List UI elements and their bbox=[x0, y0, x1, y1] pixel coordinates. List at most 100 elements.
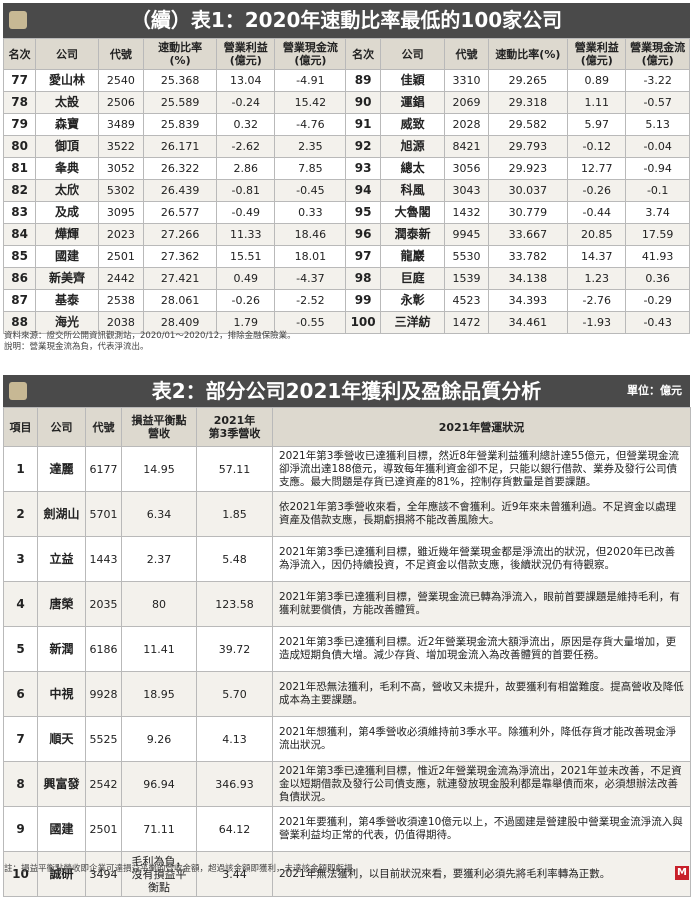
table1-cell: 太欣 bbox=[35, 179, 99, 202]
table1-cell: -0.29 bbox=[625, 289, 690, 312]
table1-cell: 0.36 bbox=[625, 267, 690, 290]
table2-cell: 1 bbox=[3, 446, 38, 492]
table1-cell: -0.24 bbox=[216, 91, 276, 114]
table1-cell: 5302 bbox=[97, 179, 144, 202]
table1-cell: 海光 bbox=[35, 311, 99, 334]
table1-cell: -0.26 bbox=[567, 179, 627, 202]
table2-cell: 2.37 bbox=[121, 536, 197, 582]
table1-cell: 41.93 bbox=[625, 245, 690, 268]
table1-cell: 永彰 bbox=[379, 289, 446, 312]
table1-cell: 34.393 bbox=[487, 289, 569, 312]
table1-cell: 1.79 bbox=[216, 311, 276, 334]
table1-cell: 100 bbox=[345, 311, 381, 334]
table1-cell: -2.62 bbox=[216, 135, 276, 158]
table1-cell: 89 bbox=[345, 69, 381, 92]
table2-cell: 6186 bbox=[85, 626, 122, 672]
table1-cell: 26.171 bbox=[142, 135, 218, 158]
table2-cell: 123.58 bbox=[196, 581, 273, 627]
table1-cell: 3522 bbox=[97, 135, 144, 158]
table1-cell: 2506 bbox=[97, 91, 144, 114]
table1-cell: -2.76 bbox=[567, 289, 627, 312]
table1-cell: 太設 bbox=[35, 91, 99, 114]
table2-cell: 2021年想獲利，第4季營收必須維持前3季水平。除獲利外，降低存貨才能改善現金淨… bbox=[272, 716, 691, 762]
table1-cell: 85 bbox=[2, 245, 37, 268]
table2-cell: 2501 bbox=[85, 806, 122, 852]
table1-header-cell: 代號 bbox=[97, 38, 144, 70]
table1-source: 資料來源：證交所公開資訊觀測站，2020/01～2020/12，排除金融保險業。 bbox=[4, 331, 296, 341]
table2-header-cell: 公司 bbox=[37, 407, 86, 447]
table2-cell: 劍湖山 bbox=[37, 491, 86, 537]
table1-cell: 29.923 bbox=[487, 157, 569, 180]
table1-cell: 77 bbox=[2, 69, 37, 92]
table1-cell: 87 bbox=[2, 289, 37, 312]
table1-cell: 威致 bbox=[379, 113, 446, 136]
table1-cell: 28.061 bbox=[142, 289, 218, 312]
table2-cell: 6.34 bbox=[121, 491, 197, 537]
table2-cell: 2021年第3季已達獲利目標。近2年營業現金流大額淨流出，原因是存貨大量增加，更… bbox=[272, 626, 691, 672]
table1-cell: 81 bbox=[2, 157, 37, 180]
table2-cell: 4 bbox=[3, 581, 38, 627]
table1-cell: 33.782 bbox=[487, 245, 569, 268]
table1-cell: 0.32 bbox=[216, 113, 276, 136]
table2-header-cell: 損益平衡點 營收 bbox=[121, 407, 197, 447]
table1-header-cell: 速動比率(%) bbox=[142, 38, 218, 70]
table1-cell: 3095 bbox=[97, 201, 144, 224]
table1-cell: 2023 bbox=[97, 223, 144, 246]
table1-cell: 33.667 bbox=[487, 223, 569, 246]
table2-cell: 9.26 bbox=[121, 716, 197, 762]
table1-cell: 5530 bbox=[444, 245, 489, 268]
table1-row: 77 愛山林 2540 25.368 13.04 -4.91 89 佳穎 3310 29.265 0… bbox=[2, 69, 690, 92]
table1-cell: 0.89 bbox=[567, 69, 627, 92]
table1-cell: 28.409 bbox=[142, 311, 218, 334]
table1-row: 78 太設 2506 25.589 -0.24 15.42 90 運錩 2069 29.318 1.… bbox=[2, 91, 690, 114]
table1-cell: 88 bbox=[2, 311, 37, 334]
table2-cell: 1.85 bbox=[196, 491, 273, 537]
table1-cell: -0.45 bbox=[274, 179, 347, 202]
table2-cell: 2021年第3季已達獲利目標，雖近幾年營業現金都是淨流出的狀況，但2020年已改… bbox=[272, 536, 691, 582]
table1-cell: 1432 bbox=[444, 201, 489, 224]
table1-cell: -0.12 bbox=[567, 135, 627, 158]
table1-cell: 11.33 bbox=[216, 223, 276, 246]
table1-cell: 3043 bbox=[444, 179, 489, 202]
table1-cell: 1.23 bbox=[567, 267, 627, 290]
table2-cell: 2 bbox=[3, 491, 38, 537]
table1-cell: 運錩 bbox=[379, 91, 446, 114]
table1-cell: 27.362 bbox=[142, 245, 218, 268]
table1-cell: 79 bbox=[2, 113, 37, 136]
table2-cell: 80 bbox=[121, 581, 197, 627]
table2-footnote: 註：損益平衡點營收即企業可達損益平衡的營收金額，超過該金額即獲利，未達該金額即虧… bbox=[4, 864, 362, 874]
table1-row: 87 基泰 2538 28.061 -0.26 -2.52 99 永彰 4523 34.393 -2… bbox=[2, 289, 690, 312]
table2-cell: 2542 bbox=[85, 761, 122, 807]
table1-header-cell: 名次 bbox=[2, 38, 37, 70]
table2-cell: 39.72 bbox=[196, 626, 273, 672]
table1-cell: 森寶 bbox=[35, 113, 99, 136]
table2-cell: 5.70 bbox=[196, 671, 273, 717]
table1-row: 81 夆典 3052 26.322 2.86 7.85 93 總太 3056 29.923 12.7… bbox=[2, 157, 690, 180]
table1-cell: -3.22 bbox=[625, 69, 690, 92]
table1-cell: -0.1 bbox=[625, 179, 690, 202]
table1-cell: 90 bbox=[345, 91, 381, 114]
table1-cell: 5.97 bbox=[567, 113, 627, 136]
table1-cell: 26.577 bbox=[142, 201, 218, 224]
table2-cell: 14.95 bbox=[121, 446, 197, 492]
table2-header-cell: 代號 bbox=[85, 407, 122, 447]
table1-cell: 15.51 bbox=[216, 245, 276, 268]
table1-row: 80 御頂 3522 26.171 -2.62 2.35 92 旭源 8421 29.793 -0.… bbox=[2, 135, 690, 158]
table1-cell: 30.779 bbox=[487, 201, 569, 224]
table1-header-cell: 營業現金流 (億元) bbox=[274, 38, 347, 70]
table1-cell: 0.49 bbox=[216, 267, 276, 290]
table2-cell: 中視 bbox=[37, 671, 86, 717]
table1-cell: 7.85 bbox=[274, 157, 347, 180]
table2-cell: 9928 bbox=[85, 671, 122, 717]
table2-cell: 5525 bbox=[85, 716, 122, 762]
table2-cell: 11.41 bbox=[121, 626, 197, 672]
table2-row: 8 興富發 2542 96.94 346.93 2021年第3季已達獲利目標，惟近2年營業… bbox=[3, 761, 691, 807]
table1-cell: 2538 bbox=[97, 289, 144, 312]
table1-row: 79 森寶 3489 25.839 0.32 -4.76 91 威致 2028 29.582 5.9… bbox=[2, 113, 690, 136]
table1-cell: 17.59 bbox=[625, 223, 690, 246]
table1-cell: 5.13 bbox=[625, 113, 690, 136]
table1-cell: 1539 bbox=[444, 267, 489, 290]
table1-cell: -0.26 bbox=[216, 289, 276, 312]
table2-cell: 2035 bbox=[85, 581, 122, 627]
table2-cell: 6177 bbox=[85, 446, 122, 492]
